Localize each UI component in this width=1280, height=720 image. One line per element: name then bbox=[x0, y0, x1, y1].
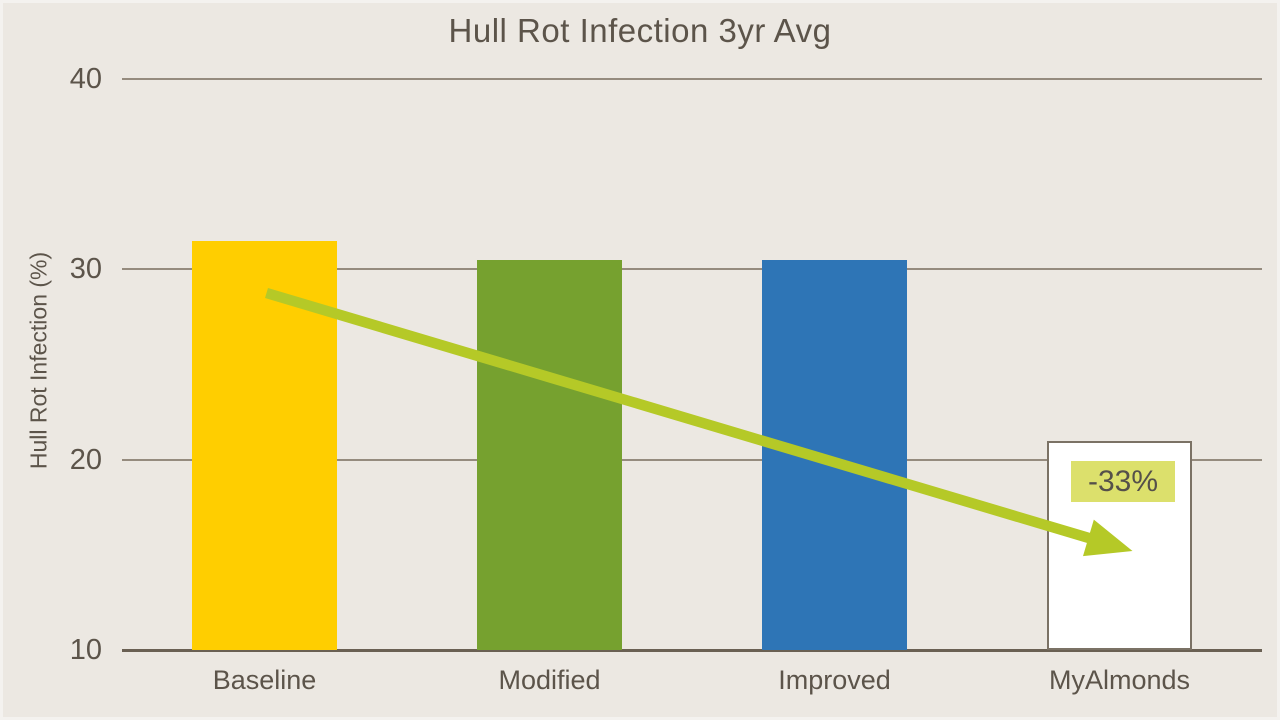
x-axis-line bbox=[122, 649, 1262, 652]
gridline-40 bbox=[122, 78, 1262, 80]
y-tick-40: 40 bbox=[69, 63, 102, 95]
y-tick-20: 20 bbox=[69, 444, 102, 476]
y-tick-10: 10 bbox=[69, 634, 102, 666]
x-label-modified: Modified bbox=[498, 665, 601, 695]
chart-title: Hull Rot Infection 3yr Avg bbox=[448, 12, 832, 49]
bar-modified bbox=[477, 260, 622, 650]
x-label-baseline: Baseline bbox=[212, 665, 317, 695]
x-label-improved: Improved bbox=[778, 665, 891, 695]
y-tick-30: 30 bbox=[69, 253, 102, 285]
trend-arrow-shaft bbox=[265, 287, 1092, 544]
gridline-30 bbox=[122, 268, 1262, 270]
bar-improved bbox=[762, 260, 907, 650]
annotation-badge: -33% bbox=[1071, 461, 1175, 502]
bar-baseline bbox=[192, 241, 337, 650]
x-label-myalmonds: MyAlmonds bbox=[1048, 665, 1191, 695]
